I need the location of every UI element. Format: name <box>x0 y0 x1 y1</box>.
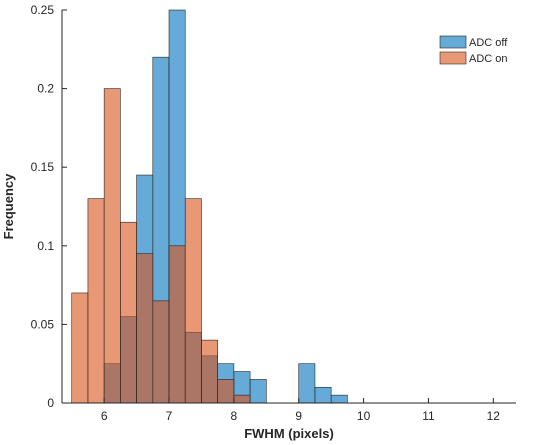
x-tick-label: 11 <box>422 409 435 423</box>
y-tick-label: 0.25 <box>31 3 55 17</box>
x-tick-label: 12 <box>487 409 501 423</box>
y-axis-title: Frequency <box>1 173 16 240</box>
bar <box>120 221 137 404</box>
bar <box>184 198 202 404</box>
bar <box>87 198 105 404</box>
legend-label-adc-off: ADC off <box>469 37 508 49</box>
legend-label-adc-on: ADC on <box>469 53 508 65</box>
x-tick-label: 8 <box>231 409 238 423</box>
y-tick-label: 0.2 <box>37 82 54 96</box>
bar <box>330 394 348 404</box>
bar <box>314 386 332 404</box>
bar <box>168 245 186 404</box>
y-tick-label: 0.15 <box>31 160 55 174</box>
bars-layer <box>71 9 348 404</box>
legend-swatch-adc-on <box>439 51 467 65</box>
x-tick-label: 9 <box>295 409 302 423</box>
y-tick-label: 0.1 <box>37 239 54 253</box>
legend-swatch-adc-off <box>439 35 467 49</box>
axes-layer <box>61 10 516 404</box>
bar <box>136 253 154 404</box>
bar <box>103 88 121 404</box>
legend: ADC off ADC on <box>439 35 508 65</box>
bar <box>217 379 235 404</box>
bar <box>249 379 267 404</box>
bar <box>152 300 170 404</box>
x-axis-title: FWHM (pixels) <box>244 426 334 441</box>
x-tick-label: 10 <box>357 409 371 423</box>
y-tick-label: 0.05 <box>31 317 55 331</box>
bar <box>298 363 316 404</box>
bar <box>71 292 89 404</box>
ticks-layer: 6 7 8 9 10 11 12 0 0.05 0.1 0.15 0.2 0.25 <box>31 3 501 423</box>
y-tick-label: 0 <box>47 396 54 410</box>
x-tick-label: 7 <box>166 409 173 423</box>
bar <box>233 394 251 404</box>
bar <box>201 339 218 404</box>
series-adc-on <box>71 88 251 404</box>
x-tick-label: 6 <box>101 409 108 423</box>
